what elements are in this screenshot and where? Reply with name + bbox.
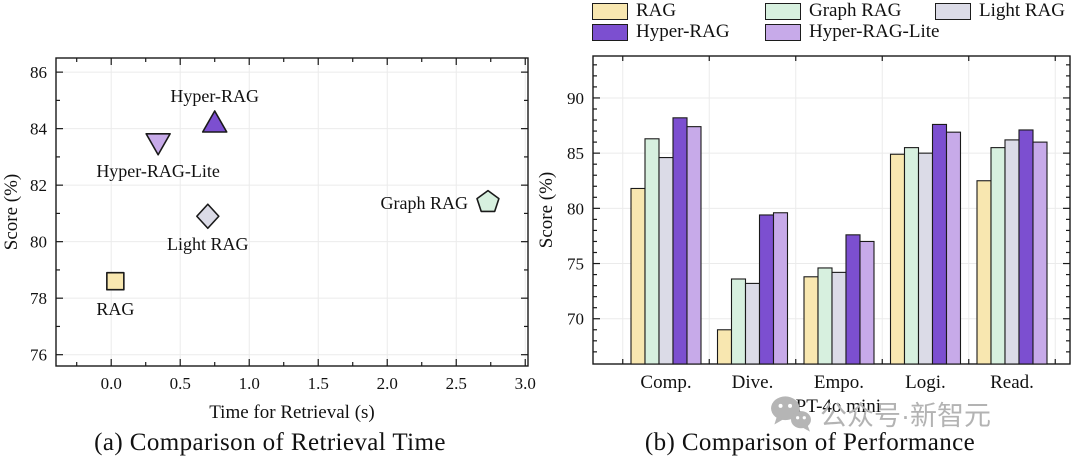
bar-hyper-rag-comp-	[672, 117, 688, 365]
bar-light-rag-empo-	[831, 271, 847, 365]
bar-category-empo-: Empo.	[814, 372, 864, 393]
scatter-label-hyper-rag: Hyper-RAG	[170, 86, 259, 106]
bars	[630, 117, 1048, 365]
svg-text:2.0: 2.0	[377, 374, 398, 393]
caption-b: (b) Comparison of Performance	[644, 429, 976, 456]
scatter-axes: 0.0 0.5 1.0 1.5 2.0 2.5 3.0 76 78 80 82 84 86 Time fo…	[1, 57, 536, 423]
legend-item-graph-rag: Graph RAG	[765, 1, 901, 21]
legend-label: Hyper-RAG	[636, 21, 730, 42]
bar-rag-empo-	[803, 276, 819, 365]
scatter-point-light-rag	[196, 203, 220, 230]
bar-xlabel: GPT-4o mini	[782, 396, 881, 417]
svg-text:80: 80	[567, 199, 584, 218]
legend-swatch	[765, 23, 801, 41]
watermark: 公众号·新智元	[770, 394, 991, 433]
legend-swatch	[765, 2, 801, 20]
legend-item-hyper-rag-lite: Hyper-RAG-Lite	[765, 22, 939, 42]
bar-hyper-rag-lite-comp-	[686, 126, 702, 365]
legend-label: Graph RAG	[809, 0, 902, 21]
legend-swatch	[935, 2, 971, 20]
svg-text:2.5: 2.5	[446, 374, 467, 393]
bar-rag-logi-	[889, 153, 906, 365]
bar-rag-comp-	[630, 187, 646, 365]
scatter-ylabel: Score (%)	[1, 174, 22, 251]
bar-graph-rag-comp-	[644, 138, 660, 365]
bar-hyper-rag-lite-dive-	[772, 212, 789, 365]
bar-light-rag-dive-	[744, 282, 761, 365]
svg-text:85: 85	[567, 144, 584, 163]
bar-light-rag-read-	[1004, 139, 1020, 365]
bar-category-comp-: Comp.	[640, 372, 691, 393]
bar-hyper-rag-lite-read-	[1032, 141, 1048, 365]
svg-text:80: 80	[30, 233, 47, 252]
bar-hyper-rag-read-	[1018, 129, 1034, 365]
bar-category-dive-: Dive.	[732, 372, 774, 393]
scatter-point-graph-rag	[476, 189, 500, 213]
bar-category-read-: Read.	[990, 372, 1034, 393]
svg-text:0.5: 0.5	[170, 374, 191, 393]
bar-graph-rag-read-	[990, 147, 1006, 365]
scatter-label-light-rag: Light RAG	[167, 234, 249, 254]
bar-graph-rag-empo-	[817, 267, 833, 365]
svg-text:76: 76	[30, 346, 47, 365]
bar-category-logi-: Logi.	[905, 372, 946, 393]
bar-graph-rag-logi-	[903, 147, 920, 365]
legend-swatch	[592, 23, 628, 41]
bar-rag-read-	[976, 180, 992, 365]
scatter-label-rag: RAG	[96, 299, 134, 319]
legend-swatch	[592, 2, 628, 20]
svg-text:75: 75	[567, 255, 584, 274]
legend-item-light-rag: Light RAG	[935, 1, 1065, 21]
bar-rag-dive-	[716, 329, 733, 365]
svg-text:3.0: 3.0	[515, 374, 536, 393]
scatter-label-graph-rag: Graph RAG	[380, 193, 468, 213]
bar-hyper-rag-empo-	[845, 234, 861, 365]
scatter-point-rag	[106, 271, 125, 291]
scatter-xlabel: Time for Retrieval (s)	[209, 402, 375, 423]
bar-hyper-rag-dive-	[758, 214, 775, 365]
bar-light-rag-comp-	[658, 157, 674, 365]
legend-item-rag: RAG	[592, 1, 676, 21]
caption-a: (a) Comparison of Retrieval Time	[94, 429, 446, 456]
legend-label: RAG	[636, 0, 677, 21]
bar-hyper-rag-lite-logi-	[945, 131, 962, 365]
legend-item-hyper-rag: Hyper-RAG	[592, 22, 730, 42]
legend-label: Light RAG	[979, 0, 1066, 21]
svg-text:82: 82	[30, 176, 47, 195]
svg-text:86: 86	[30, 63, 47, 82]
svg-text:90: 90	[567, 89, 584, 108]
svg-text:84: 84	[30, 120, 48, 139]
bar-hyper-rag-lite-empo-	[859, 240, 875, 365]
legend-label: Hyper-RAG-Lite	[809, 21, 940, 42]
bar-ylabel: Score (%)	[536, 172, 557, 249]
watermark-text: 公众号·新智元	[820, 401, 991, 431]
scatter-label-hyper-rag-lite: Hyper-RAG-Lite	[96, 161, 220, 181]
svg-text:78: 78	[30, 289, 47, 308]
bar-light-rag-logi-	[917, 152, 934, 365]
scatter-point-hyper-rag-lite	[145, 132, 171, 156]
bar-graph-rag-dive-	[730, 278, 747, 365]
svg-text:1.5: 1.5	[308, 374, 329, 393]
svg-text:70: 70	[567, 310, 584, 329]
scatter-points: RAG Hyper-RAG-Lite Hyper-RAG Light RAG Graph…	[96, 86, 500, 319]
svg-text:1.0: 1.0	[239, 374, 260, 393]
bar-hyper-rag-logi-	[931, 123, 948, 365]
svg-text:0.0: 0.0	[101, 374, 122, 393]
scatter-point-hyper-rag	[201, 110, 228, 133]
wechat-icon	[771, 395, 811, 432]
